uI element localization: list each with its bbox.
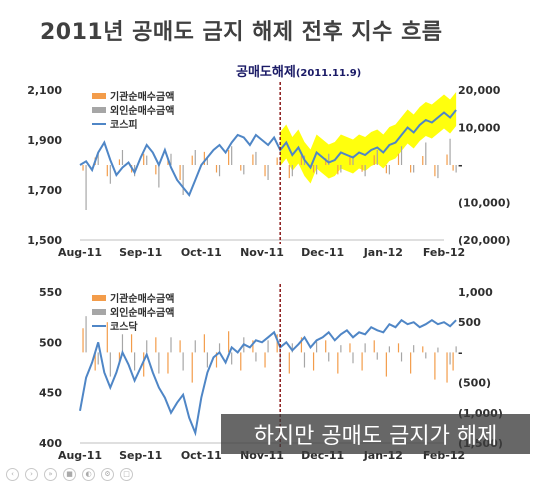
- x-tick-label: Oct-11: [181, 246, 222, 259]
- x-tick-label: Sep-11: [119, 449, 162, 462]
- index-line: [79, 109, 457, 197]
- player-controls: ‹ › » ■ ◐ ⚙ □: [6, 468, 133, 484]
- legend-swatch: [92, 107, 106, 113]
- slide-title: 2011년 공매도 금지 해제 전후 지수 흐름: [40, 20, 443, 45]
- y-right-tick-label: -: [458, 346, 463, 359]
- y-right-tick-label: (10,000): [458, 197, 511, 210]
- x-tick-label: Aug-11: [58, 449, 102, 462]
- x-tick-label: Nov-11: [240, 246, 284, 259]
- y-left-tick-label: 1,500: [27, 234, 62, 247]
- short-selling-lift-label: 공매도해제(2011.11.9): [236, 61, 361, 80]
- y-left-tick-label: 500: [39, 336, 62, 349]
- x-tick-label: Sep-11: [119, 246, 162, 259]
- legend-label: 기관순매수금액: [110, 292, 174, 305]
- video-subtitle-background: [221, 414, 530, 454]
- x-tick-label: Oct-11: [181, 449, 222, 462]
- video-subtitle: 하지만 공매도 금지가 해제: [253, 424, 498, 449]
- y-right-tick-label: (20,000): [458, 234, 511, 247]
- y-left-tick-label: 1,900: [27, 134, 62, 147]
- y-right-tick-label: 10,000: [458, 122, 501, 135]
- legend-label: 기관순매수금액: [110, 90, 174, 103]
- index-line: [79, 318, 457, 437]
- x-tick-label: Aug-11: [58, 246, 102, 259]
- y-left-tick-label: 2,100: [27, 84, 62, 97]
- x-tick-label: Jan-12: [363, 246, 403, 259]
- legend-swatch: [92, 295, 106, 301]
- play-icon[interactable]: ›: [25, 468, 38, 481]
- legend-label: 외인순매수금액: [110, 104, 174, 117]
- x-tick-label: Dec-11: [301, 246, 344, 259]
- y-right-tick-label: 20,000: [458, 84, 501, 97]
- y-right-tick-label: 1,000: [458, 286, 493, 299]
- legend-label: 코스피: [110, 118, 138, 131]
- prev-icon[interactable]: ‹: [6, 468, 19, 481]
- legend-label: 외인순매수금액: [110, 306, 174, 319]
- y-left-tick-label: 400: [39, 437, 62, 450]
- stop-icon[interactable]: ■: [63, 468, 76, 481]
- post-lift-highlight: [280, 92, 457, 184]
- legend-swatch: [92, 93, 106, 99]
- y-right-tick-label: (500): [458, 377, 491, 390]
- kospi-chart: 2,100 1,900 1,700 1,500 20,000 10,000 - (10,000…: [27, 82, 511, 259]
- fullscreen-icon[interactable]: □: [120, 468, 133, 481]
- legend-label: 코스닥: [110, 320, 138, 333]
- lift-label-date: (2011.11.9): [295, 68, 362, 79]
- y-left-tick-label: 550: [39, 286, 62, 299]
- y-right-tick-label: 500: [458, 316, 481, 329]
- volume-icon[interactable]: ◐: [82, 468, 95, 481]
- y-left-tick-label: 450: [39, 387, 62, 400]
- legend-swatch: [92, 309, 106, 315]
- y-left-tick-label: 1,700: [27, 184, 62, 197]
- settings-icon[interactable]: ⚙: [101, 468, 114, 481]
- x-tick-label: Feb-12: [423, 246, 465, 259]
- lift-label-text: 공매도해제: [236, 65, 296, 80]
- next-icon[interactable]: »: [44, 468, 57, 481]
- y-right-tick-label: -: [458, 159, 463, 172]
